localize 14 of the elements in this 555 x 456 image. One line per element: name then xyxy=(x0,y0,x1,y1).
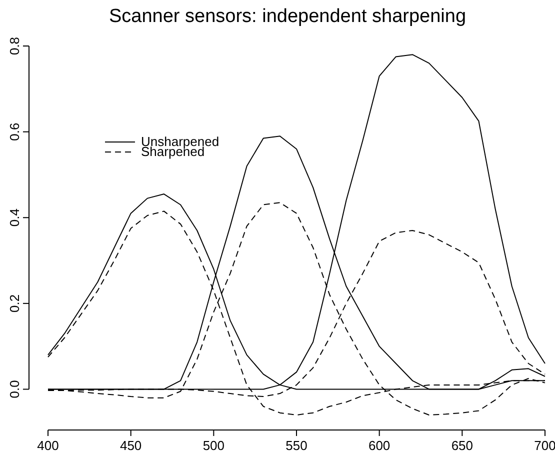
y-tick-label: 0.8 xyxy=(7,36,22,56)
y-tick-label: 0.0 xyxy=(7,380,22,398)
x-tick-label: 550 xyxy=(286,438,308,453)
y-tick-label: 0.4 xyxy=(7,208,22,227)
x-tick-label: 450 xyxy=(120,438,142,453)
x-tick-label: 700 xyxy=(534,438,555,453)
chart-title: Scanner sensors: independent sharpening xyxy=(108,6,466,27)
legend-label: Unsharpened xyxy=(141,134,220,149)
y-tick-label: 0.2 xyxy=(7,294,22,312)
y-tick-label: 0.6 xyxy=(7,122,22,141)
x-tick-label: 650 xyxy=(451,438,474,453)
x-tick-label: 400 xyxy=(37,438,59,453)
x-tick-label: 500 xyxy=(202,438,225,453)
x-tick-label: 600 xyxy=(368,438,390,453)
